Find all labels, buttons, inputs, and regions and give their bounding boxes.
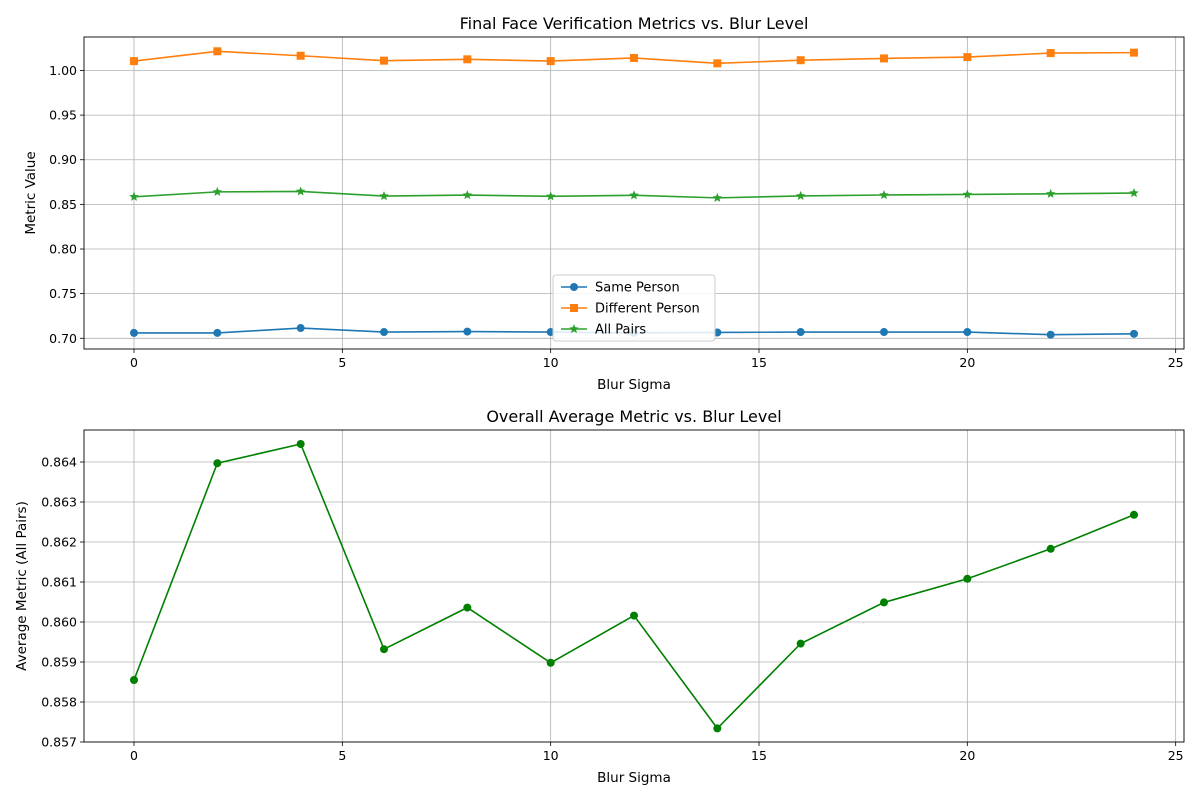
- bottom-series-point: [296, 440, 305, 448]
- top-legend: Same Person Different Person All Pairs: [552, 274, 716, 342]
- top-subplot: Final Face Verification Metrics vs. Blur…: [23, 14, 1185, 393]
- bottom-subplot: Overall Average Metric vs. Blur Level Bl…: [14, 407, 1185, 786]
- top-same-person-point: [213, 328, 222, 337]
- top-different-person-point: [963, 53, 972, 62]
- top-different-person-point: [463, 55, 472, 64]
- bottom-series-point: [630, 611, 638, 620]
- top-same-person-point: [463, 327, 472, 336]
- top-all-pairs-point: [379, 191, 389, 201]
- legend-swatch-marker: [570, 304, 578, 312]
- top-different-person-point: [796, 56, 805, 65]
- top-same-person-point: [880, 328, 888, 337]
- top-same-person-point: [963, 328, 972, 337]
- top-y-tick-label: 0.70: [49, 331, 77, 346]
- bottom-series-point: [130, 676, 138, 684]
- top-x-axis-label: Blur Sigma: [597, 377, 671, 393]
- bottom-series-point: [213, 459, 222, 468]
- bottom-series-point: [963, 574, 972, 583]
- bottom-axes-frame: [83, 429, 1185, 743]
- bottom-y-tick-label: 0.861: [41, 575, 77, 590]
- top-different-person-point: [1046, 49, 1055, 58]
- bottom-series-point: [880, 598, 888, 607]
- bottom-series-point: [1130, 510, 1138, 519]
- top-different-person-point: [296, 51, 305, 60]
- top-different-person-point: [213, 47, 222, 56]
- top-y-tick-label: 0.85: [49, 197, 77, 212]
- top-all-pairs-point: [879, 190, 889, 200]
- top-same-person-point: [130, 328, 138, 337]
- bottom-x-tick-label: 25: [1168, 748, 1184, 763]
- top-same-person-point: [380, 328, 388, 337]
- top-all-pairs-point: [1129, 188, 1139, 198]
- top-axes-frame: [83, 36, 1185, 350]
- bottom-series-point: [380, 645, 388, 654]
- bottom-x-tick-label: 10: [543, 748, 559, 763]
- bottom-series-point: [713, 724, 722, 733]
- top-x-tick-label: 0: [130, 355, 138, 370]
- top-y-tick-label: 0.80: [49, 242, 77, 257]
- bottom-series-point: [796, 639, 805, 648]
- bottom-x-tick-label: 20: [959, 748, 975, 763]
- legend-entry-label: Same Person: [595, 281, 680, 296]
- legend-swatch-marker: [570, 283, 578, 291]
- legend-entry-label: Different Person: [595, 302, 700, 317]
- bottom-y-tick-label: 0.859: [41, 655, 77, 670]
- top-plot-title: Final Face Verification Metrics vs. Blur…: [460, 14, 809, 33]
- top-x-tick-label: 15: [751, 355, 767, 370]
- top-different-person-point: [630, 53, 638, 62]
- bottom-plot-title: Overall Average Metric vs. Blur Level: [486, 407, 781, 426]
- bottom-y-tick-label: 0.862: [41, 535, 77, 550]
- bottom-x-axis-label: Blur Sigma: [597, 770, 671, 786]
- bottom-y-tick-label: 0.860: [41, 615, 77, 630]
- top-y-axis-label: Metric Value: [23, 151, 39, 234]
- top-y-tick-label: 0.75: [49, 286, 77, 301]
- bottom-x-tick-label: 0: [130, 748, 138, 763]
- top-different-person-point: [130, 57, 138, 66]
- top-all-pairs-point: [295, 186, 306, 196]
- top-same-person-point: [1046, 330, 1055, 339]
- bottom-y-tick-label: 0.864: [41, 455, 77, 470]
- top-x-tick-label: 10: [543, 355, 559, 370]
- top-x-tick-label: 25: [1168, 355, 1184, 370]
- top-y-tick-label: 1.00: [49, 63, 77, 78]
- bottom-series-point: [463, 603, 472, 612]
- bottom-y-axis-label: Average Metric (All Pairs): [14, 501, 30, 671]
- top-different-person-point: [1130, 48, 1138, 57]
- top-x-tick-label: 20: [959, 355, 975, 370]
- top-x-tick-label: 5: [338, 355, 346, 370]
- bottom-x-tick-label: 5: [338, 748, 346, 763]
- top-same-person-point: [296, 324, 305, 333]
- bottom-y-tick-label: 0.857: [41, 735, 77, 750]
- top-all-pairs-point: [212, 186, 223, 196]
- top-all-pairs-point: [712, 192, 723, 202]
- legend-swatch-marker: [569, 324, 579, 334]
- top-y-tick-label: 0.90: [49, 152, 77, 167]
- top-all-pairs-point: [462, 190, 473, 200]
- top-different-person-point: [380, 56, 388, 65]
- top-same-person-point: [1130, 329, 1138, 338]
- bottom-x-tick-label: 15: [751, 748, 767, 763]
- bottom-y-tick-label: 0.863: [41, 495, 77, 510]
- bottom-series-point: [1046, 544, 1055, 553]
- bottom-series-point: [546, 658, 555, 667]
- top-all-pairs-point: [129, 191, 139, 201]
- top-different-person-point: [546, 57, 555, 66]
- legend-box: [552, 274, 716, 342]
- top-all-pairs-point: [795, 190, 806, 200]
- top-all-pairs-point: [962, 189, 973, 199]
- top-all-pairs-point: [1045, 188, 1056, 198]
- legend-entry-label: All Pairs: [595, 323, 646, 338]
- top-different-person-point: [880, 54, 888, 63]
- top-y-tick-label: 0.95: [49, 108, 77, 123]
- top-all-pairs-point: [545, 191, 556, 201]
- bottom-y-tick-label: 0.858: [41, 695, 77, 710]
- top-all-pairs-point: [629, 190, 639, 200]
- top-different-person-point: [713, 59, 722, 68]
- top-same-person-point: [796, 328, 805, 337]
